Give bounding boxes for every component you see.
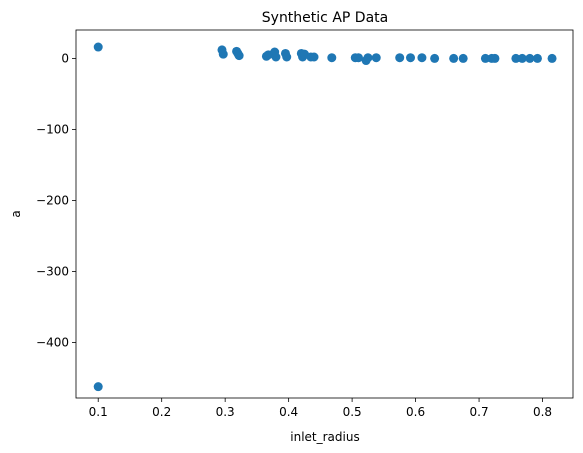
x-tick-label: 0.6 [406,405,425,419]
plot-frame [75,29,574,399]
y-tick-label: −400 [36,336,69,350]
y-tick-label: −200 [36,194,69,208]
x-tick-label: 0.3 [216,405,235,419]
x-tick-label: 0.2 [152,405,171,419]
data-point [458,53,468,63]
x-tick-label: 0.1 [89,405,108,419]
data-point [271,52,281,62]
data-point [525,53,535,63]
data-point [371,53,381,63]
y-axis-title: a [9,210,23,217]
ticks-layer: 0.1 0.2 0.3 0.4 0.5 0.6 0.7 0.8 0 −100 −200 −300 −40… [36,51,552,419]
data-point [417,53,427,63]
x-tick-label: 0.8 [533,405,552,419]
data-point [363,53,373,63]
data-point [218,49,228,59]
data-point [234,51,244,61]
data-point [430,53,440,63]
chart-title: Synthetic AP Data [262,10,388,26]
y-tick-label: −100 [36,122,69,136]
data-point [406,53,416,63]
data-point [309,52,319,62]
data-point [490,53,500,63]
data-point [480,53,490,63]
y-tick-label: 0 [61,51,69,65]
data-point [517,53,527,63]
data-point [532,53,542,63]
x-axis-title: inlet_radius [290,430,359,444]
data-point [327,53,337,63]
data-point [449,53,459,63]
data-point [511,53,521,63]
data-point [282,52,292,62]
data-point [93,42,103,52]
x-tick-label: 0.5 [343,405,362,419]
data-point [93,382,103,392]
x-tick-label: 0.7 [470,405,489,419]
y-tick-label: −300 [36,265,69,279]
points-layer [93,42,557,392]
data-point [547,53,557,63]
x-tick-label: 0.4 [279,405,298,419]
data-point [353,53,363,63]
data-point [395,53,405,63]
